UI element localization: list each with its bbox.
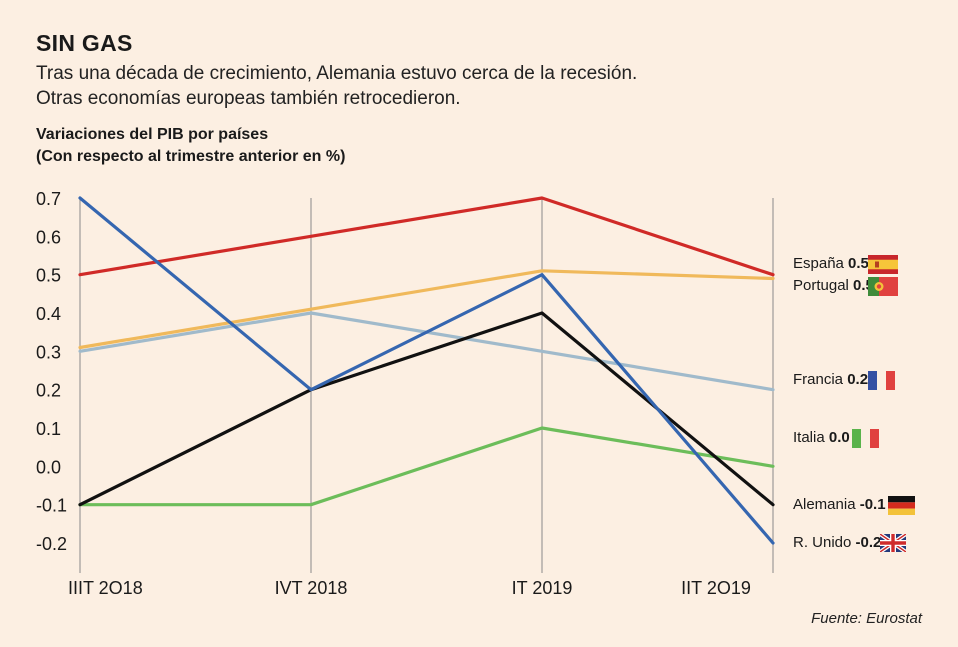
legend-country-name: España xyxy=(793,255,848,272)
x-tick-label: IT 2019 xyxy=(512,578,573,598)
y-tick-label: 0.2 xyxy=(36,381,61,401)
series-line-espa-a xyxy=(78,196,775,277)
uk-flag-icon xyxy=(880,534,906,552)
x-tick-label: IVT 2018 xyxy=(275,578,348,598)
y-tick-label: -0.1 xyxy=(36,496,67,516)
spain-flag-icon xyxy=(868,255,898,274)
legend-entry-r-unido: R. Unido -0.2 xyxy=(793,534,881,551)
y-axis-tick-labels: 0.7 0.6 0.5 0.4 0.3 0.2 0.1 0.0 -0.1 -0.2 xyxy=(36,189,67,554)
y-tick-label: 0.7 xyxy=(36,189,61,209)
x-tick-label: IIIT 2O18 xyxy=(68,578,143,598)
legend-country-name: R. Unido xyxy=(793,534,856,551)
series-line-italia xyxy=(78,426,775,507)
legend-country-name: Alemania xyxy=(793,496,860,513)
y-tick-label: 0.3 xyxy=(36,342,61,362)
y-tick-label: 0.4 xyxy=(36,304,61,324)
chart-title-line-2: (Con respecto al trimestre anterior en %… xyxy=(36,148,346,165)
series-line-r-unido xyxy=(78,196,775,545)
page-title: SIN GAS xyxy=(36,30,133,56)
series-line-portugal xyxy=(78,269,775,350)
y-tick-label: 0.6 xyxy=(36,227,61,247)
legend-entry-espa-a: España 0.5 xyxy=(793,255,869,272)
legend-entry-portugal: Portugal 0.5 xyxy=(793,277,874,294)
legend-entry-italia: Italia 0.0 xyxy=(793,429,850,446)
series-lines xyxy=(78,196,775,545)
legend-value: -0.2 xyxy=(856,534,882,551)
germany-flag-icon xyxy=(888,496,915,515)
portugal-flag-icon xyxy=(868,277,898,296)
legend-country-name: Portugal xyxy=(793,277,853,294)
legend-value: 0.2 xyxy=(847,371,868,388)
series-line-alemania xyxy=(78,311,775,507)
legend: España 0.5 Portugal 0.5 Francia 0.2 Italia … xyxy=(793,255,915,552)
x-tick-label: IIT 2O19 xyxy=(681,578,751,598)
france-flag-icon xyxy=(868,371,895,390)
legend-entry-francia: Francia 0.2 xyxy=(793,371,868,388)
legend-country-name: Francia xyxy=(793,371,847,388)
legend-value: 0.0 xyxy=(829,429,850,446)
subtitle-line-2: Otras economías europeas también retroce… xyxy=(36,88,461,109)
legend-country-name: Italia xyxy=(793,429,829,446)
chart-title: Variaciones del PIB por países (Con resp… xyxy=(36,124,345,168)
chart-title-line-1: Variaciones del PIB por países xyxy=(36,126,269,143)
legend-entry-alemania: Alemania -0.1 xyxy=(793,496,886,513)
source-note: Fuente: Eurostat xyxy=(811,610,922,627)
italy-flag-icon xyxy=(852,429,879,448)
y-tick-label: 0.0 xyxy=(36,457,61,477)
subtitle-line-1: Tras una década de crecimiento, Alemania… xyxy=(36,63,638,84)
legend-value: 0.5 xyxy=(848,255,869,272)
y-tick-label: 0.5 xyxy=(36,266,61,286)
legend-value: -0.1 xyxy=(860,496,886,513)
y-tick-label: 0.1 xyxy=(36,419,61,439)
y-tick-label: -0.2 xyxy=(36,534,67,554)
grid-lines xyxy=(79,198,774,573)
x-axis-tick-labels: IIIT 2O18 IVT 2018 IT 2019 IIT 2O19 xyxy=(68,578,751,598)
subtitle: Tras una década de crecimiento, Alemania… xyxy=(36,61,637,111)
